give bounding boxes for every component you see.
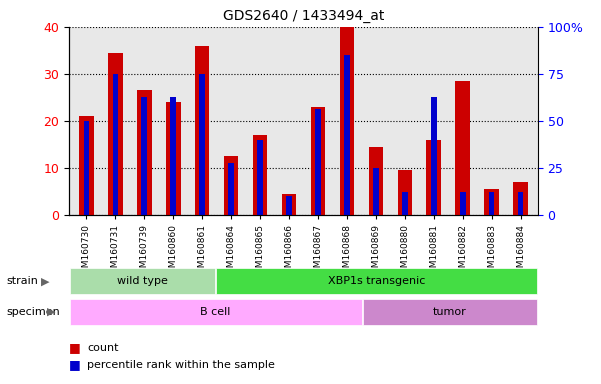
Bar <box>427 140 441 215</box>
Text: ▶: ▶ <box>41 276 49 286</box>
Bar <box>362 299 537 325</box>
Text: XBP1s transgenic: XBP1s transgenic <box>328 276 426 286</box>
Bar <box>224 156 239 215</box>
Bar <box>489 192 495 215</box>
Bar <box>228 163 234 215</box>
Text: count: count <box>87 343 118 353</box>
Bar <box>373 168 379 215</box>
Bar <box>311 107 325 215</box>
Text: ■: ■ <box>69 358 81 371</box>
Text: wild type: wild type <box>117 276 168 286</box>
Bar <box>171 98 176 215</box>
Bar <box>286 196 292 215</box>
Bar <box>137 90 151 215</box>
Text: B cell: B cell <box>200 307 231 317</box>
Text: specimen: specimen <box>6 307 59 317</box>
Bar <box>216 268 537 294</box>
Bar <box>517 192 523 215</box>
Bar <box>460 192 466 215</box>
Bar <box>456 81 470 215</box>
Bar <box>79 116 94 215</box>
Text: ▶: ▶ <box>47 307 55 317</box>
Bar <box>166 102 180 215</box>
Bar <box>513 182 528 215</box>
Bar <box>340 27 354 215</box>
Text: strain: strain <box>6 276 38 286</box>
Bar <box>108 53 123 215</box>
Bar <box>397 170 412 215</box>
Bar <box>257 140 263 215</box>
Text: tumor: tumor <box>433 307 467 317</box>
Bar <box>315 109 321 215</box>
Bar <box>368 147 383 215</box>
Bar <box>344 55 350 215</box>
Bar <box>402 192 407 215</box>
Bar <box>195 46 210 215</box>
Text: ■: ■ <box>69 341 81 354</box>
Bar <box>141 98 147 215</box>
Bar <box>70 268 215 294</box>
Bar <box>112 74 118 215</box>
Text: percentile rank within the sample: percentile rank within the sample <box>87 360 275 370</box>
Bar <box>84 121 90 215</box>
Bar <box>253 135 267 215</box>
Bar <box>282 194 296 215</box>
Bar <box>431 98 436 215</box>
Bar <box>484 189 499 215</box>
Text: GDS2640 / 1433494_at: GDS2640 / 1433494_at <box>223 9 384 23</box>
Bar <box>70 299 362 325</box>
Bar <box>200 74 205 215</box>
